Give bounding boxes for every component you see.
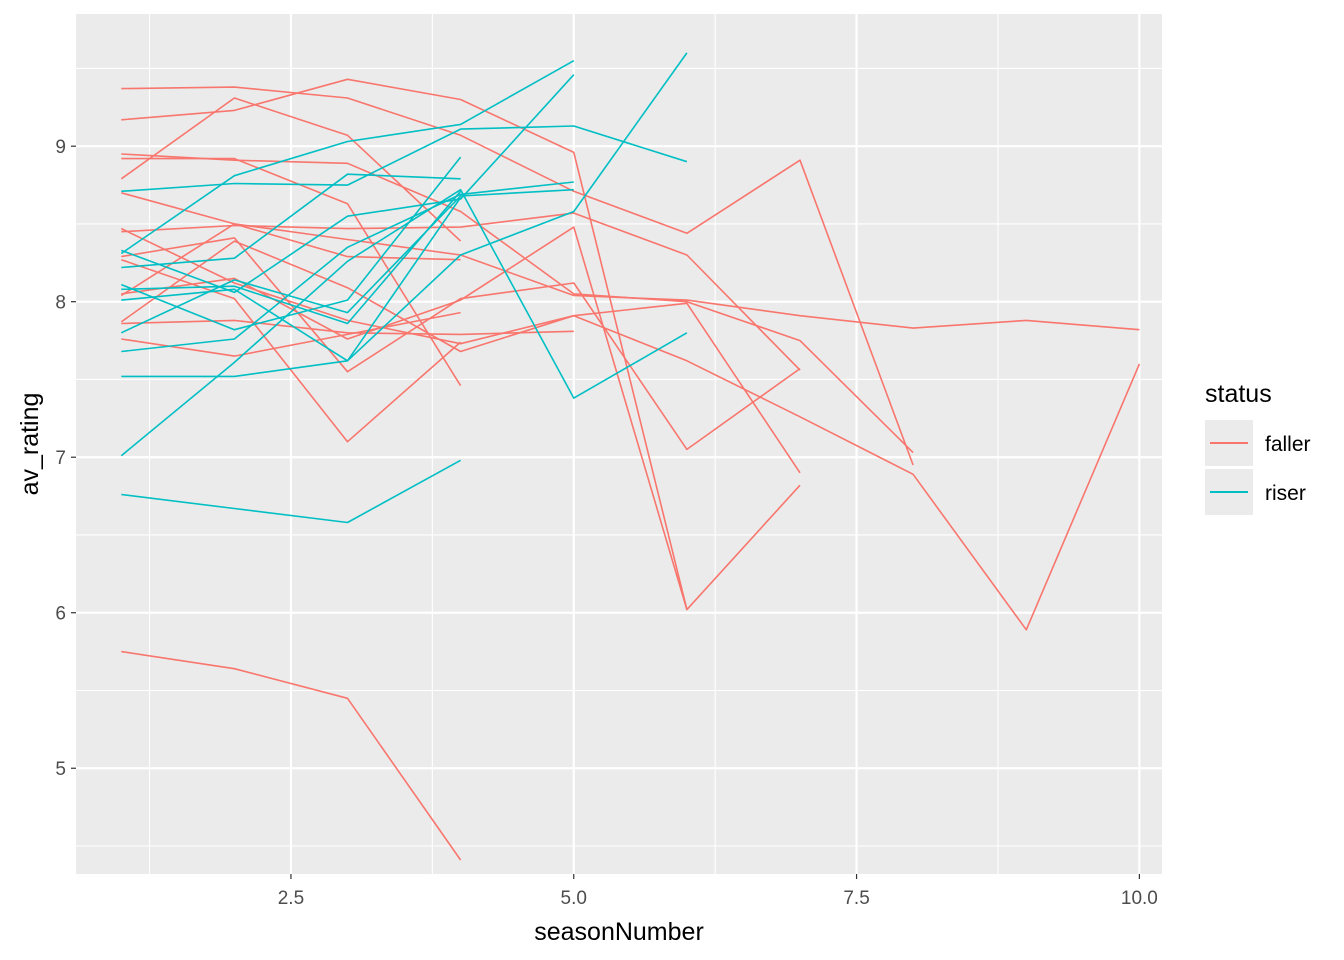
minor-gridlines [76, 14, 1162, 874]
series-line-riser [120, 188, 688, 457]
series-line-riser [120, 60, 575, 255]
series-line-faller [121, 319, 574, 336]
series-line-faller [121, 226, 801, 611]
series-line-faller [121, 212, 801, 371]
y-tick-label: 9 [55, 137, 66, 158]
legend: status faller riser [1205, 380, 1311, 515]
series-line-faller [121, 86, 914, 466]
x-tick-label: 2.5 [278, 888, 304, 909]
major-gridlines [76, 14, 1162, 874]
series-line-riser [121, 173, 461, 269]
plot-panel [76, 14, 1162, 874]
series-line-faller [121, 237, 801, 451]
series-line-riser [121, 459, 461, 524]
series-line-faller [121, 192, 1140, 331]
series-line-faller [121, 311, 461, 357]
y-tick-label: 8 [55, 293, 66, 314]
series-line-riser [121, 125, 688, 193]
series-line-riser [121, 181, 574, 353]
series-line-faller [121, 157, 462, 387]
y-tick-label: 5 [55, 759, 66, 780]
legend-label-faller: faller [1265, 433, 1311, 456]
series-line-riser [121, 197, 462, 362]
y-axis-title: av_rating [16, 393, 44, 496]
series-lines [120, 52, 1141, 861]
y-tick-label: 7 [55, 448, 66, 469]
x-tick-label: 5.0 [561, 888, 587, 909]
series-line-faller [120, 227, 1141, 631]
y-axis-ticks: 5 6 7 8 9 [55, 137, 76, 780]
series-line-faller [121, 153, 914, 454]
legend-items: faller riser [1205, 420, 1311, 515]
x-axis-title: seasonNumber [534, 918, 704, 946]
y-tick-label: 6 [55, 604, 66, 625]
legend-label-riser: riser [1265, 482, 1306, 505]
series-line-riser [121, 190, 462, 325]
x-tick-label: 10.0 [1121, 888, 1158, 909]
series-line-faller [121, 258, 462, 443]
series-line-riser [121, 74, 575, 294]
series-line-faller [120, 240, 801, 474]
series-line-faller [121, 650, 462, 861]
series-line-riser [121, 52, 688, 378]
series-line-riser [120, 188, 574, 334]
x-axis-ticks: 2.5 5.0 7.5 10.0 [278, 874, 1158, 909]
x-tick-label: 7.5 [843, 888, 869, 909]
legend-title: status [1205, 380, 1272, 408]
